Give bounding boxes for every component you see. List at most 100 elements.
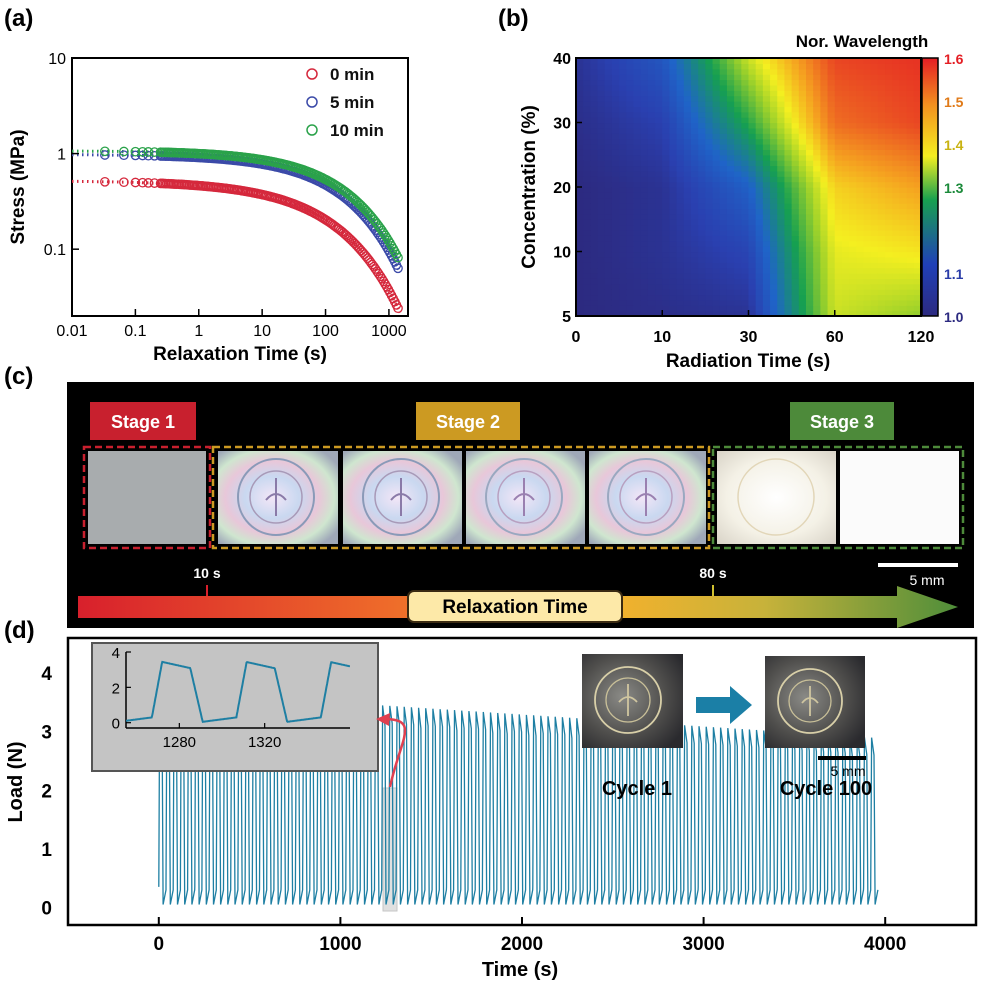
heatmap-cell xyxy=(597,251,606,258)
heatmap-cell xyxy=(741,74,750,81)
heatmap-cell xyxy=(662,101,671,107)
heatmap-cell xyxy=(604,74,613,81)
heatmap-cell xyxy=(741,127,750,134)
heatmap-cell xyxy=(913,224,921,231)
heatmap-cell xyxy=(726,133,735,140)
heatmap-cell xyxy=(856,95,865,102)
heatmap-cell xyxy=(834,283,843,290)
heatmap-cell xyxy=(885,117,893,124)
heatmap-cell xyxy=(647,273,656,279)
heatmap-cell xyxy=(770,144,778,150)
heatmap-cell xyxy=(870,230,879,236)
heatmap-cell xyxy=(698,122,706,129)
heatmap-cell xyxy=(719,79,728,86)
heatmap-cell xyxy=(590,224,599,231)
heatmap-cell xyxy=(748,170,757,177)
heatmap-cell xyxy=(590,235,599,242)
heatmap-cell xyxy=(698,95,706,102)
heatmap-cell xyxy=(834,305,843,312)
heatmap-cell xyxy=(806,133,814,140)
heatmap-cell xyxy=(669,90,678,97)
heatmap-cell xyxy=(870,246,879,253)
heatmap-cell xyxy=(597,219,606,226)
heatmap-cell xyxy=(827,127,836,134)
heatmap-cell xyxy=(798,213,807,220)
heatmap-cell xyxy=(712,63,721,70)
heatmap-cell xyxy=(705,240,714,247)
heatmap-cell xyxy=(662,165,671,172)
heatmap-cell xyxy=(806,192,814,199)
heatmap-cell xyxy=(619,138,627,145)
x-tick-label: 1000 xyxy=(319,934,361,955)
heatmap-cell xyxy=(813,154,821,161)
heatmap-cell xyxy=(762,230,771,236)
heatmap-cell xyxy=(849,310,857,316)
heatmap-cell xyxy=(913,235,921,242)
heatmap-cell xyxy=(597,240,606,247)
heatmap-cell xyxy=(734,235,742,242)
heatmap-cell xyxy=(863,79,872,86)
heatmap-cell xyxy=(755,256,764,263)
heatmap-cell xyxy=(633,310,642,316)
heatmap-cell xyxy=(820,176,829,183)
heatmap-cell xyxy=(604,305,613,312)
heatmap-cell xyxy=(590,117,599,124)
heatmap-cell xyxy=(841,224,850,231)
heatmap-cell xyxy=(841,111,850,118)
heatmap-cell xyxy=(777,122,786,129)
heatmap-cell xyxy=(698,224,706,231)
heatmap-cell xyxy=(762,144,771,150)
heatmap-cell xyxy=(669,79,678,86)
heatmap-cell xyxy=(604,84,613,91)
heatmap-cell xyxy=(863,213,872,220)
heatmap-cell xyxy=(856,170,865,177)
heatmap-cell xyxy=(583,224,591,231)
heatmap-cell xyxy=(827,181,836,188)
heatmap-cell xyxy=(633,165,642,172)
heatmap-cell xyxy=(741,251,750,258)
heatmap-cell xyxy=(633,74,642,81)
heatmap-cell xyxy=(676,176,685,183)
heatmap-cell xyxy=(748,90,757,97)
heatmap-cell xyxy=(676,117,685,124)
heatmap-cell xyxy=(784,278,793,285)
heatmap-cell xyxy=(655,289,663,296)
heatmap-cell xyxy=(820,235,829,242)
heatmap-cell xyxy=(741,283,750,290)
heatmap-cell xyxy=(683,197,692,204)
heatmap-cell xyxy=(705,181,714,188)
heatmap-cell xyxy=(590,278,599,285)
heatmap-cell xyxy=(748,305,757,312)
heatmap-cell xyxy=(611,235,620,242)
heatmap-cell xyxy=(741,278,750,285)
heatmap-cell xyxy=(669,181,678,188)
heatmap-cell xyxy=(841,63,850,70)
heatmap-cell xyxy=(863,63,872,70)
heatmap-cell xyxy=(877,262,886,269)
heatmap-cell xyxy=(813,267,821,274)
heatmap-cell xyxy=(604,95,613,102)
heatmap-cell xyxy=(597,58,606,64)
heatmap-cell xyxy=(705,267,714,274)
heatmap-cell xyxy=(834,84,843,91)
heatmap-cell xyxy=(597,127,606,134)
heatmap-cell xyxy=(726,74,735,81)
heatmap-cell xyxy=(719,246,728,253)
heatmap-cell xyxy=(741,170,750,177)
heatmap-cell xyxy=(849,127,857,134)
heatmap-cell xyxy=(798,278,807,285)
heatmap-cell xyxy=(770,283,778,290)
heatmap-cell xyxy=(877,192,886,199)
heatmap-cell xyxy=(906,230,915,236)
heatmap-cell xyxy=(662,240,671,247)
heatmap-cell xyxy=(611,63,620,70)
heatmap-cell xyxy=(877,305,886,312)
heatmap-cell xyxy=(798,165,807,172)
heatmap-cell xyxy=(856,192,865,199)
heatmap-cell xyxy=(726,127,735,134)
photo-stage-3-a xyxy=(717,451,836,544)
heatmap-cell xyxy=(611,122,620,129)
scale-bar-c-label: 5 mm xyxy=(910,572,945,588)
heatmap-cell xyxy=(885,133,893,140)
heatmap-cell xyxy=(820,251,829,258)
